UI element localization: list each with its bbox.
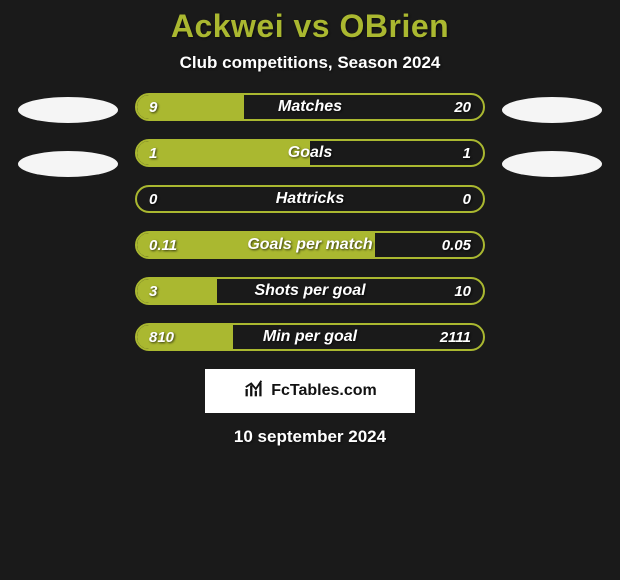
stat-value-right: 0: [463, 187, 471, 211]
stat-value-right: 1: [463, 141, 471, 165]
stat-label: Matches: [137, 95, 483, 119]
stat-bar: 1Goals1: [135, 139, 485, 167]
branding-badge[interactable]: FcTables.com: [205, 369, 415, 413]
avatar-ellipse: [18, 151, 118, 177]
stat-bar: 0Hattricks0: [135, 185, 485, 213]
page-title: Ackwei vs OBrien: [0, 8, 620, 45]
chart-icon: [243, 378, 265, 405]
stat-label: Shots per goal: [137, 279, 483, 303]
branding-text: FcTables.com: [271, 382, 377, 400]
stat-value-right: 10: [454, 279, 471, 303]
stat-label: Goals per match: [137, 233, 483, 257]
subtitle: Club competitions, Season 2024: [0, 53, 620, 73]
stat-bar: 9Matches20: [135, 93, 485, 121]
avatar-ellipse: [502, 97, 602, 123]
comparison-card: Ackwei vs OBrien Club competitions, Seas…: [0, 0, 620, 447]
stat-value-right: 2111: [440, 325, 471, 349]
stat-bar: 810Min per goal2111: [135, 323, 485, 351]
player-left-avatars: [13, 93, 123, 177]
avatar-ellipse: [502, 151, 602, 177]
stat-value-right: 20: [454, 95, 471, 119]
stat-bar: 3Shots per goal10: [135, 277, 485, 305]
player-right-avatars: [497, 93, 607, 177]
stat-bars: 9Matches201Goals10Hattricks00.11Goals pe…: [135, 93, 485, 351]
stat-bar: 0.11Goals per match0.05: [135, 231, 485, 259]
stat-label: Goals: [137, 141, 483, 165]
stat-label: Min per goal: [137, 325, 483, 349]
date-label: 10 september 2024: [0, 427, 620, 447]
stat-label: Hattricks: [137, 187, 483, 211]
stat-value-right: 0.05: [442, 233, 471, 257]
avatar-ellipse: [18, 97, 118, 123]
stats-area: 9Matches201Goals10Hattricks00.11Goals pe…: [0, 93, 620, 351]
